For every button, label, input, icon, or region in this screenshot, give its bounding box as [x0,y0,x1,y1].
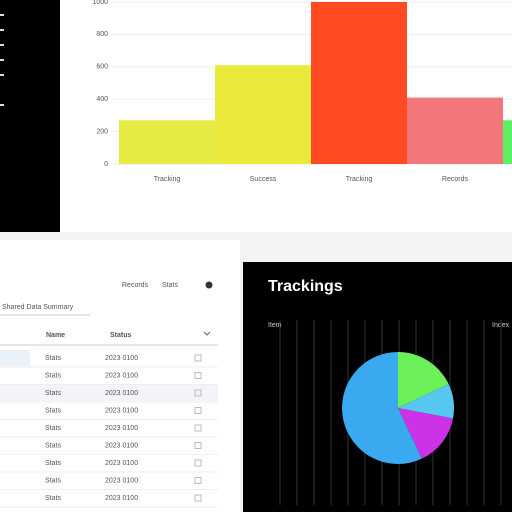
nav-item[interactable] [0,74,4,76]
nav-item[interactable] [0,104,4,106]
table-subtitle: Shared Data Summary [2,304,74,311]
table-cell: Stats [45,495,61,502]
table-cell: 2023 0100 [105,372,138,379]
y-tick-label: 400 [96,96,108,103]
table-cell: 2023 0100 [105,390,138,397]
table-cell: 2023 0100 [105,495,138,502]
table-cell: Stats [45,355,61,362]
bar [503,120,512,164]
table-panel [0,240,240,512]
nav-item[interactable] [0,59,4,61]
column-header: Status [110,332,132,339]
pie-slice [398,352,449,408]
x-tick-label: Tracking [154,176,181,183]
table-cell: Stats [45,390,61,397]
table-cell: 2023 0100 [105,460,138,467]
table-cell: Stats [45,442,61,449]
table-cell: 2023 0100 [105,442,138,449]
row-checkbox[interactable] [194,477,202,484]
nav-item[interactable] [0,14,4,16]
bar [407,97,503,164]
axis-label: Item [268,322,282,329]
y-tick-label: 200 [96,128,108,135]
bar [119,120,215,164]
toolbar-icon[interactable] [205,281,213,289]
row-checkbox[interactable] [194,389,202,397]
row-checkbox[interactable] [194,372,202,379]
table-cell: 2023 0100 [105,407,138,414]
table-cell: 2023 0100 [105,477,138,484]
y-tick-label: 1000 [92,0,108,6]
row-checkbox[interactable] [194,459,202,467]
chevron[interactable] [203,331,211,336]
bar [215,65,311,164]
table-cell: Stats [45,372,61,379]
row-highlight [0,350,30,366]
nav-item[interactable] [0,29,4,31]
table-cell: 2023 0100 [105,425,138,432]
table-cell: Stats [45,460,61,467]
pie-slice [398,384,455,419]
row-checkbox[interactable] [194,407,202,414]
row-checkbox[interactable] [194,354,202,362]
row-checkbox[interactable] [194,424,202,432]
row-checkbox[interactable] [194,442,202,449]
row-highlight [0,385,218,401]
table-cell: Stats [45,477,61,484]
pie-slice [398,408,454,459]
table-cell: Stats [45,425,61,432]
y-tick-label: 800 [96,31,108,38]
y-tick-label: 0 [104,161,108,168]
column-header: Name [46,332,65,339]
pie-title: Trackings [268,278,343,295]
y-tick-label: 600 [96,64,108,71]
pie-slice [342,352,422,464]
x-tick-label: Tracking [346,176,373,183]
table-cell: Stats [45,407,61,414]
x-tick-label: Records [442,176,469,183]
toolbar-item[interactable]: Stats [162,282,178,289]
bar [311,2,407,164]
table-cell: 2023 0100 [105,355,138,362]
x-tick-label: Success [250,176,277,183]
toolbar-item[interactable]: Records [122,282,149,289]
row-checkbox[interactable] [194,494,202,502]
nav-item[interactable] [0,44,4,46]
sidebar [0,0,60,232]
